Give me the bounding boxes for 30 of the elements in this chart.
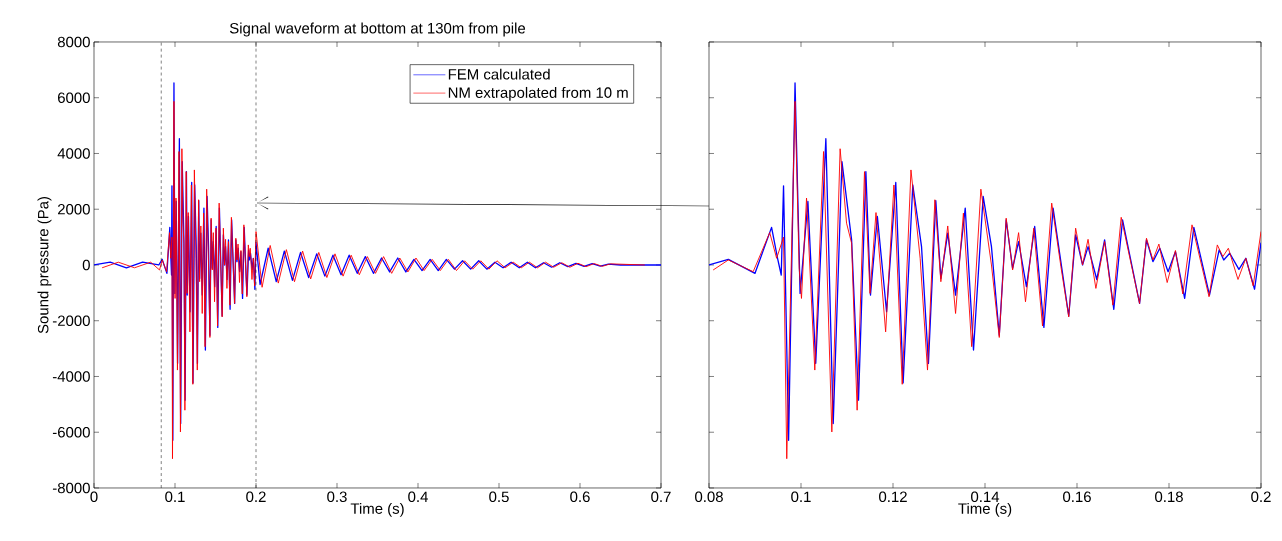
x-tick-label: 0.5 [489, 491, 509, 503]
x-tick-label: 0.7 [651, 491, 671, 503]
legend-label: FEM calculated [448, 68, 550, 80]
y-tick-label: 4000 [57, 148, 90, 159]
y-tick-label: 0 [82, 259, 90, 271]
y-tick-label: 8000 [57, 36, 90, 48]
x-tick-label: 0.2 [246, 491, 266, 503]
y-tick-label: -2000 [52, 315, 90, 327]
x-tick-label: 0.2 [1251, 491, 1271, 503]
x-tick-label: 0.14 [971, 491, 1000, 503]
y-tick-label: 6000 [58, 92, 90, 104]
x-tick-label: 0.1 [165, 491, 185, 503]
x-tick-label: 0.12 [879, 491, 907, 503]
x-axis-title: Time (s) [350, 502, 404, 517]
x-tick-label: 0.3 [327, 491, 347, 503]
y-tick-label: -8000 [52, 482, 90, 494]
x-tick-label: 0.1 [791, 491, 811, 503]
x-axis-title: Time (s) [958, 502, 1012, 517]
y-axis-title: Sound pressure (Pa) [37, 197, 52, 334]
legend-label: NM extrapolated from 10 m [448, 86, 628, 101]
x-tick-label: 0.18 [1155, 491, 1183, 503]
y-tick-label: -4000 [52, 371, 90, 382]
x-tick-label: 0.4 [408, 491, 428, 503]
chart-title: Signal waveform at bottom at 130m from pile [229, 22, 526, 37]
x-tick-label: 0.6 [570, 491, 590, 503]
x-tick-label: 0.16 [1063, 491, 1091, 503]
x-tick-label: 0.08 [695, 491, 723, 503]
y-tick-label: -6000 [52, 426, 90, 438]
x-tick-label: 0 [90, 491, 98, 503]
y-tick-label: 2000 [58, 203, 90, 215]
